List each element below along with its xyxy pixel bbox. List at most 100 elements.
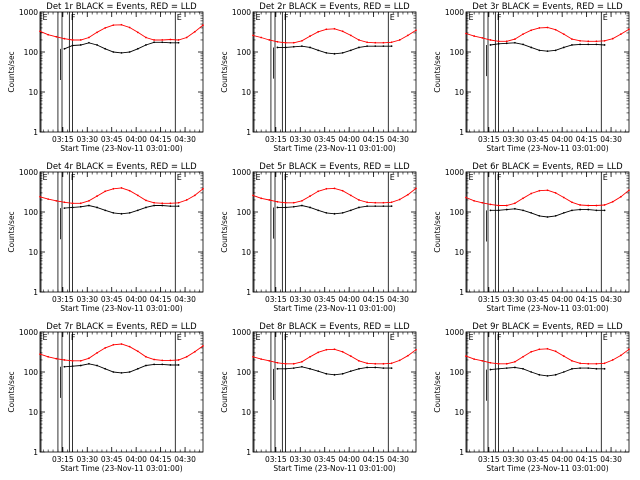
- y-tick-label: 100: [450, 368, 465, 377]
- series-line-lld: [39, 343, 204, 362]
- x-tick-label: 03:45: [527, 455, 549, 464]
- data-point-events: [358, 206, 360, 209]
- x-tick-label: 03:45: [314, 135, 336, 144]
- data-point-lld: [366, 201, 368, 204]
- x-axis-label: Start Time (23-Nov-11 03:01:00): [273, 464, 395, 473]
- data-point-events: [562, 46, 565, 49]
- data-point-events: [112, 51, 115, 53]
- data-point-lld: [284, 41, 287, 44]
- y-tick-label: 100: [450, 208, 465, 217]
- data-point-events: [554, 49, 557, 52]
- data-point-lld: [382, 362, 385, 365]
- panel-title: Det 8r BLACK = Events, RED = LLD: [259, 322, 410, 332]
- panel-det-5: Det 5r BLACK = Events, RED = LLD 1 10 100 10…: [220, 162, 417, 313]
- data-point-lld: [104, 347, 107, 349]
- data-point-lld: [325, 28, 328, 31]
- data-point-events: [128, 211, 131, 214]
- data-point-lld: [611, 37, 614, 40]
- data-point-lld: [333, 27, 336, 30]
- data-point-lld: [268, 39, 271, 41]
- data-point-lld: [571, 201, 573, 204]
- data-point-lld: [292, 201, 295, 204]
- y-axis-label: Counts/sec: [7, 211, 16, 252]
- data-point-events: [374, 366, 377, 369]
- x-axis-label: Start Time (23-Nov-11 03:01:00): [60, 144, 182, 153]
- data-point-lld: [47, 355, 50, 358]
- data-point-lld: [522, 355, 524, 358]
- y-axis-label: Counts/sec: [433, 51, 442, 92]
- data-point-lld: [587, 204, 590, 207]
- data-point-lld: [104, 27, 107, 29]
- data-point-events: [358, 367, 360, 370]
- data-point-events: [96, 44, 98, 46]
- data-point-events: [374, 45, 377, 48]
- panel-det-9: Det 9r BLACK = Events, RED = LLD 1 10 100 10…: [433, 322, 630, 473]
- data-point-lld: [382, 41, 385, 44]
- panel-det-4: Det 4r BLACK = Events, RED = LLD 1 10 100 10…: [7, 162, 204, 313]
- data-point-lld: [161, 359, 164, 362]
- data-point-lld: [79, 202, 82, 205]
- y-tick-label: 100: [24, 368, 39, 377]
- data-point-events: [79, 44, 82, 46]
- data-point-lld: [39, 353, 41, 356]
- x-axis-label: Start Time (23-Nov-11 03:01:00): [60, 304, 182, 313]
- y-tick-label: 10: [241, 248, 251, 257]
- data-point-events: [595, 209, 598, 212]
- data-point-lld: [88, 36, 90, 39]
- data-point-lld: [595, 362, 598, 365]
- data-point-events: [562, 211, 565, 214]
- x-tick-label: 03:45: [314, 455, 336, 464]
- panel-det-8: Det 8r BLACK = Events, RED = LLD 1 10 100 10…: [220, 322, 417, 473]
- marker-label-E: E: [256, 13, 261, 22]
- data-point-events: [325, 51, 328, 54]
- data-point-lld: [301, 199, 303, 202]
- data-point-events: [514, 366, 516, 369]
- data-point-lld: [465, 32, 467, 35]
- data-point-events: [104, 47, 107, 50]
- data-point-lld: [39, 195, 41, 198]
- y-tick-label: 1000: [232, 168, 251, 177]
- data-point-lld: [587, 40, 590, 43]
- data-point-lld: [268, 359, 271, 362]
- x-tick-label: 03:30: [76, 455, 98, 464]
- marker-label-F: F: [284, 173, 289, 182]
- data-point-lld: [398, 359, 401, 362]
- data-point-events: [292, 205, 295, 208]
- x-tick-label: 04:30: [174, 455, 196, 464]
- data-point-events: [341, 211, 344, 214]
- data-point-lld: [161, 202, 164, 205]
- data-point-events: [104, 209, 107, 212]
- plot-frame: [252, 171, 417, 293]
- data-point-events: [284, 46, 287, 49]
- data-point-events: [177, 364, 180, 366]
- data-point-lld: [276, 40, 279, 43]
- data-point-lld: [161, 39, 164, 41]
- data-point-lld: [145, 355, 147, 358]
- marker-label-E: E: [43, 13, 48, 22]
- marker-label-F: F: [71, 333, 76, 342]
- data-point-events: [128, 371, 131, 373]
- data-point-events: [497, 209, 500, 212]
- data-point-lld: [128, 345, 131, 348]
- data-point-lld: [145, 199, 147, 202]
- data-point-events: [309, 367, 311, 370]
- data-point-events: [341, 51, 344, 54]
- plot-frame: [39, 171, 204, 293]
- data-point-lld: [252, 34, 254, 37]
- data-point-lld: [55, 35, 58, 38]
- x-tick-label: 04:15: [150, 295, 172, 304]
- data-point-events: [88, 204, 90, 207]
- y-axis-label: Counts/sec: [220, 211, 229, 252]
- data-point-events: [120, 371, 123, 374]
- y-axis-label: Counts/sec: [7, 51, 16, 92]
- data-point-events: [79, 364, 82, 367]
- marker-label-E: E: [177, 13, 182, 22]
- marker-label-F: F: [497, 333, 502, 342]
- data-point-lld: [571, 359, 573, 362]
- x-tick-label: 03:45: [101, 455, 123, 464]
- data-point-events: [301, 204, 303, 207]
- data-point-lld: [112, 343, 115, 346]
- data-point-events: [595, 43, 598, 46]
- y-tick-label: 1000: [19, 328, 38, 337]
